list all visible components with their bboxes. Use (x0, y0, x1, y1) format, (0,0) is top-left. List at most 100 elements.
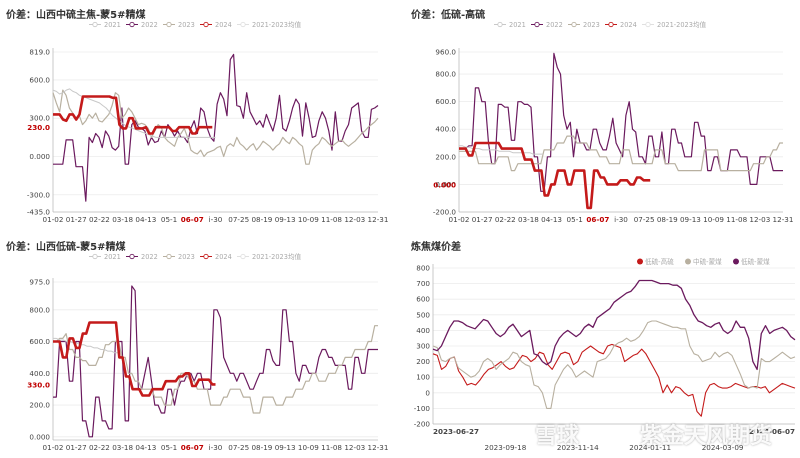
x-tick-label: 12-03 (344, 215, 365, 224)
y-tick-label: 960.0 (435, 48, 456, 57)
chart-panel-4: 炼焦煤价差 低硫-高硫 中硫-蒙煤 低硫-蒙煤 800 700 600 500 400 300 2… (405, 232, 800, 458)
x-tick-label: 01-27 (472, 215, 493, 224)
x-tick-label: 09-13 (275, 215, 296, 224)
y-tick-label: 500 (416, 310, 430, 319)
legend-label: 2021 (104, 21, 121, 29)
y-tick-label: 600.0 (29, 337, 50, 346)
y-tick-label: 600 (416, 295, 430, 304)
legend-label: 2021 (509, 21, 526, 29)
chart-title-4: 炼焦煤价差 (411, 242, 461, 253)
series-line-2022 (53, 285, 378, 438)
x-tick-label: 01-27 (66, 215, 87, 224)
current-value-label: 230.0 (27, 123, 50, 132)
x-tick-label: 2023-11-14 (557, 443, 599, 452)
series-line-2023 (53, 325, 378, 414)
legend-marker (240, 253, 246, 260)
x-tick-label: 10-09 (298, 215, 319, 224)
x-tick-label: i-30 (209, 443, 223, 452)
x-tick-label: 07-25 (228, 215, 249, 224)
legend-label: 2021 (104, 253, 121, 261)
legend-label: 2023 (583, 21, 600, 29)
legend-marker (166, 253, 172, 260)
y-tick-label: -200 (414, 420, 431, 429)
legend-label: 2024 (620, 21, 637, 29)
x-tick-label: 04-13 (135, 443, 156, 452)
series-line-低硫-蒙煤 (432, 279, 796, 371)
series-line-2022 (459, 52, 783, 192)
series-line-2024 (53, 95, 213, 135)
x-tick-label: 2024-06-07 (749, 427, 795, 436)
x-tick-label: 08-19 (251, 443, 272, 452)
x-tick-label: 12-31 (368, 215, 389, 224)
series-line-低硫-高硫 (432, 343, 796, 417)
x-tick-label: 02-22 (495, 215, 516, 224)
x-tick-label: 11-08 (321, 443, 342, 452)
y-tick-label: 700 (416, 279, 430, 288)
x-tick-label: 11-08 (321, 215, 342, 224)
x-tick-label: 05-1 (161, 443, 177, 452)
x-tick-label: 12-31 (368, 443, 389, 452)
y-tick-label: -100 (414, 404, 431, 413)
x-tick-label: i-30 (614, 215, 628, 224)
x-tick-label: 07-25 (228, 443, 249, 452)
legend-label: 2022 (141, 21, 158, 29)
x-tick-label: 04-13 (135, 215, 156, 224)
current-value-label: 330.0 (27, 380, 50, 389)
y-tick-label: -300.0 (27, 190, 51, 199)
chart-panel-1: 价差：山西中硫主焦-蒙5#精煤 2021 2022 2023 2024 2021-202… (0, 0, 395, 228)
x-tick-label: 10-09 (298, 443, 319, 452)
x-tick-label: 01-02 (449, 215, 470, 224)
x-tick-label: 2023-09-18 (485, 443, 527, 452)
y-tick-label: -200.0 (433, 208, 457, 217)
legend-marker (534, 21, 540, 28)
legend-marker (203, 21, 209, 28)
x-tick-label: 01-02 (43, 443, 64, 452)
legend-marker (129, 21, 135, 28)
legend-label: 2024 (215, 253, 232, 261)
x-tick-label: 05-1 (567, 215, 583, 224)
legend-label: 2022 (141, 253, 158, 261)
y-tick-label: 800.0 (29, 305, 50, 314)
legend-swatch (637, 258, 643, 265)
series-line-2021 (52, 88, 216, 138)
series-line-2024 (53, 321, 216, 397)
x-tick-label: 02-22 (89, 443, 110, 452)
y-tick-label: 800.0 (435, 70, 456, 79)
chart-title-2: 价差：低硫-高硫 (411, 10, 486, 21)
legend-marker (571, 21, 577, 28)
x-tick-label: 06-07 (181, 443, 204, 452)
x-tick-label: 01-02 (43, 215, 64, 224)
legend-marker (645, 21, 651, 28)
y-tick-label: 819.0 (29, 48, 50, 57)
x-tick-label: 06-07 (181, 215, 204, 224)
legend-marker (240, 21, 246, 28)
x-tick-label: 10-09 (703, 215, 724, 224)
legend-label: 2023 (178, 253, 195, 261)
x-tick-label: 05-1 (161, 215, 177, 224)
chart-panel-2: 价差：低硫-高硫 2021 2022 2023 2024 2021-2023均值 960.… (405, 0, 800, 228)
x-tick-label: 01-27 (66, 443, 87, 452)
x-tick-label: 04-13 (541, 215, 562, 224)
legend-label: 中硫-蒙煤 (693, 257, 722, 266)
y-tick-label: 800 (416, 264, 430, 273)
legend-label: 2022 (546, 21, 563, 29)
x-tick-label: 07-25 (634, 215, 655, 224)
chart-4-svg: 低硫-高硫 中硫-蒙煤 低硫-蒙煤 800 700 600 500 400 300 200 100 0… (414, 257, 796, 452)
legend-label: 2024 (215, 21, 232, 29)
x-tick-label: 09-13 (275, 443, 296, 452)
x-tick-label: 03-18 (112, 443, 133, 452)
y-tick-label: 200 (416, 357, 430, 366)
x-tick-label: 2024-03-09 (702, 443, 744, 452)
y-tick-label: 400.0 (29, 369, 50, 378)
legend-label: 2023 (178, 21, 195, 29)
legend-label: 低硫-蒙煤 (741, 257, 770, 266)
y-tick-label: 0.000 (29, 432, 50, 441)
x-tick-label: 09-13 (680, 215, 701, 224)
x-tick-label: i-30 (209, 215, 223, 224)
legend-swatch (733, 258, 739, 265)
chart-panel-3: 价差：山西低硫-蒙5#精煤 2021 2022 2023 2024 2021-2023均… (0, 232, 395, 458)
series-line-中硫-蒙煤 (432, 320, 796, 409)
series-line-2024 (459, 141, 651, 210)
legend-marker (497, 21, 503, 28)
y-tick-label: 200.0 (29, 401, 50, 410)
